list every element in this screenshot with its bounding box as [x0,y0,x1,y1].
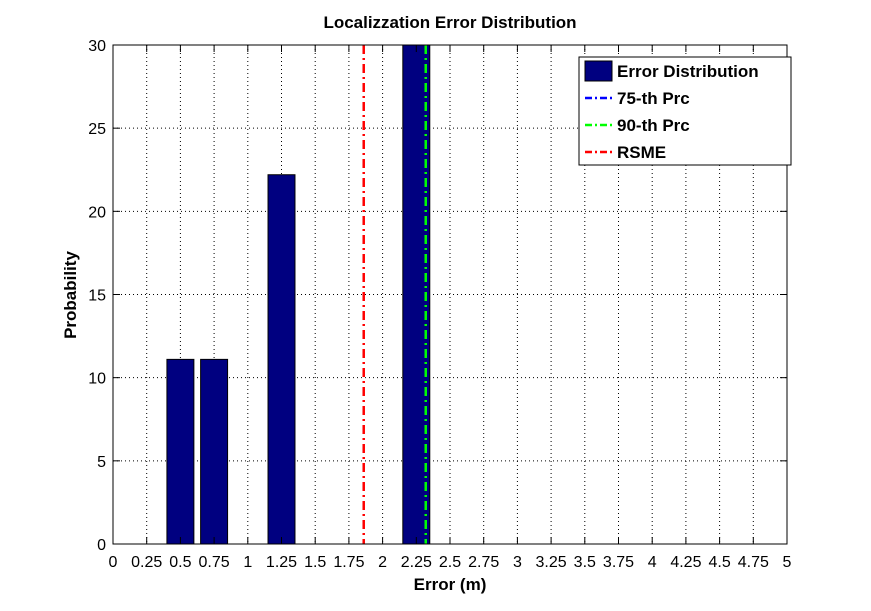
y-tick-label: 0 [97,537,106,554]
y-tick-label: 25 [88,121,106,138]
x-tick-label: 5 [783,554,792,571]
x-tick-label: 0.75 [199,554,230,571]
x-tick-label: 0.25 [131,554,162,571]
x-tick-label: 4.75 [738,554,769,571]
x-axis-label: Error (m) [414,575,487,594]
x-tick-label: 3.5 [574,554,596,571]
x-tick-label: 4.25 [670,554,701,571]
x-tick-label: 0 [109,554,118,571]
x-tick-label: 1.75 [333,554,364,571]
legend: Error Distribution 75-th Prc 90-th Prc RSME [578,56,792,166]
y-tick-labels: 0 5 10 15 20 25 30 [88,38,106,554]
y-tick-label: 5 [97,454,106,471]
x-tick-label: 2.75 [468,554,499,571]
chart-title: Localizzation Error Distribution [323,13,576,32]
y-tick-label: 20 [88,204,106,221]
x-tick-label: 2.25 [401,554,432,571]
x-tick-label: 1 [243,554,252,571]
x-tick-label: 3.25 [536,554,567,571]
legend-box [578,56,792,166]
axis-ticks [112,44,788,545]
x-tick-label: 2 [378,554,387,571]
bar-1 [200,358,229,545]
legend-label: Error Distribution [617,62,759,81]
y-tick-label: 15 [88,288,106,305]
y-tick-label: 10 [88,371,106,388]
bars-layer [166,44,431,545]
y-axis-label: Probability [61,251,80,339]
legend-label: RSME [617,143,666,162]
x-tick-label: 3.75 [603,554,634,571]
y-tick-label: 30 [88,38,106,55]
x-tick-label: 4 [648,554,657,571]
x-tick-label: 1.5 [304,554,326,571]
bar-0 [166,358,195,545]
x-tick-label: 0.5 [169,554,191,571]
x-tick-label: 1.25 [266,554,297,571]
reference-lines-layer [362,45,427,544]
bar-2 [267,174,296,545]
legend-label: 75-th Prc [617,89,690,108]
legend-label: 90-th Prc [617,116,690,135]
x-tick-labels: 0 0.25 0.5 0.75 1 1.25 1.5 1.75 2 2.25 2.5 2.75 3 3.2… [109,554,792,571]
x-tick-label: 4.5 [708,554,730,571]
x-tick-label: 3 [513,554,522,571]
x-tick-label: 2.5 [439,554,461,571]
legend-swatch-bar [584,60,613,82]
